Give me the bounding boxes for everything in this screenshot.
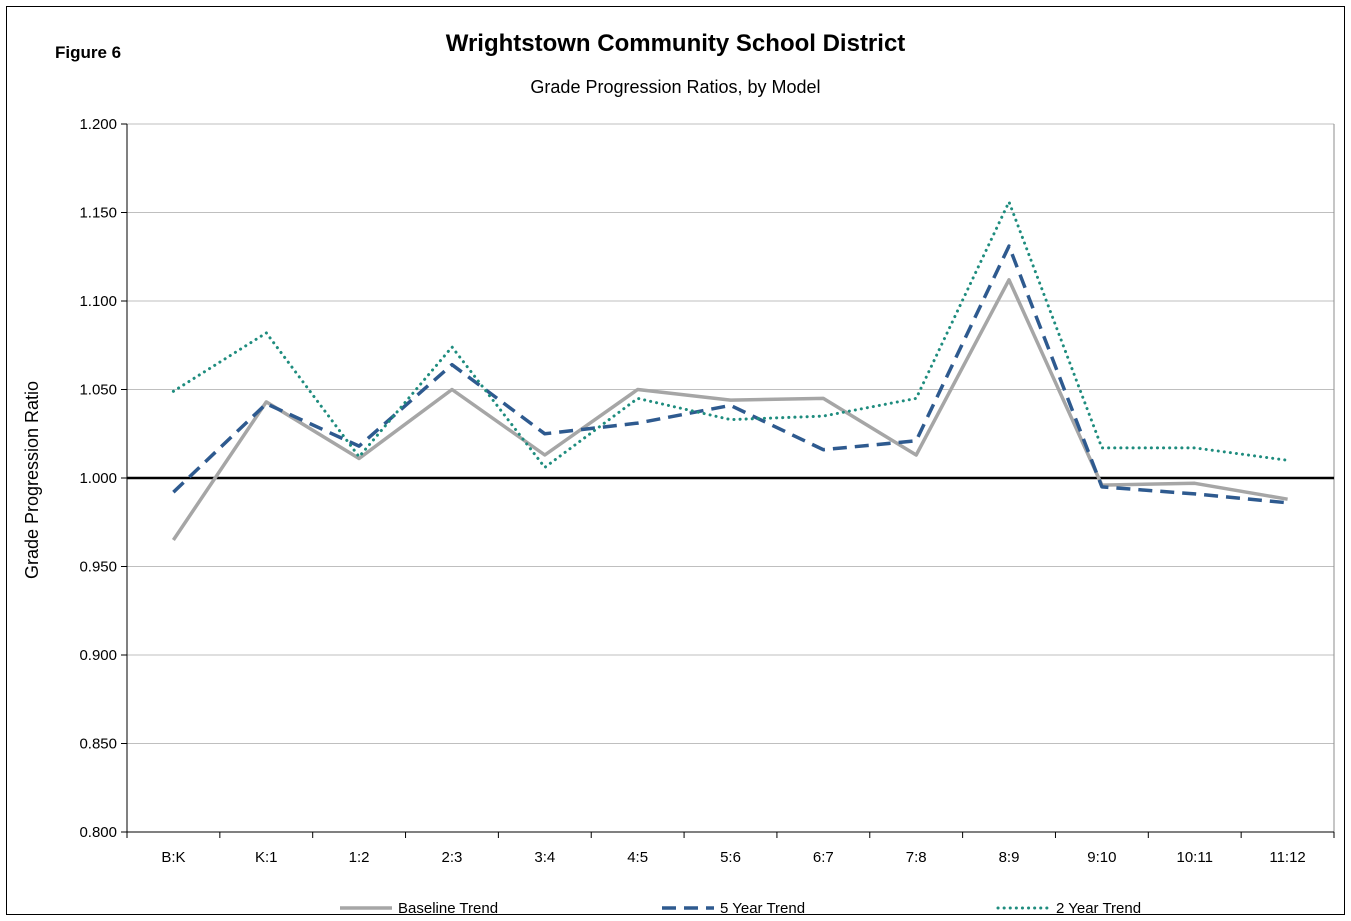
gridlines — [127, 123, 1334, 744]
y-tick-label: 1.100 — [79, 293, 117, 310]
series-line-2-year-trend — [171, 200, 1290, 469]
x-tick-label: 9:10 — [1087, 849, 1116, 866]
x-tick-label: 1:2 — [349, 849, 370, 866]
y-axis-label: Grade Progression Ratio — [22, 381, 42, 579]
x-tick-label: B:K — [161, 849, 185, 866]
series-line-baseline-trend — [171, 278, 1288, 541]
y-tick-label: 1.200 — [79, 116, 117, 133]
x-tick-label: 11:12 — [1269, 849, 1305, 866]
x-tick-label: 8:9 — [999, 849, 1020, 866]
x-tick-label: 7:8 — [906, 849, 927, 866]
chart-subtitle: Grade Progression Ratios, by Model — [530, 77, 821, 97]
legend-label: 5 Year Trend — [720, 900, 805, 917]
y-tick-label: 0.850 — [79, 736, 117, 753]
x-tick-label: 6:7 — [813, 849, 834, 866]
x-tick-label: K:1 — [255, 849, 278, 866]
y-tick-label: 0.800 — [79, 824, 117, 841]
x-tick-label: 5:6 — [720, 849, 741, 866]
axes — [121, 123, 1335, 838]
y-tick-label: 1.000 — [79, 470, 117, 487]
legend-label: Baseline Trend — [398, 900, 498, 917]
x-tick-label: 3:4 — [534, 849, 555, 866]
figure-label: Figure 6 — [55, 43, 122, 62]
y-tick-label: 0.900 — [79, 647, 117, 664]
y-tick-label: 1.050 — [79, 382, 117, 399]
x-tick-labels: B:K K:1 1:2 2:3 3:4 4:5 5:6 6:7 7:8 8:9 9:10 10:11 1… — [161, 849, 1305, 866]
y-tick-labels: 0.800 0.850 0.900 0.950 1.000 1.050 1.100 1.150… — [79, 116, 117, 841]
series-lines — [171, 200, 1290, 541]
x-tick-label: 2:3 — [442, 849, 463, 866]
legend-label: 2 Year Trend — [1056, 900, 1141, 917]
legend: Baseline Trend 5 Year Trend 2 Year Trend — [340, 900, 1141, 917]
series-line-5-year-trend — [172, 244, 1288, 505]
y-tick-label: 0.950 — [79, 559, 117, 576]
x-tick-label: 4:5 — [627, 849, 648, 866]
y-tick-label: 1.150 — [79, 205, 117, 222]
chart-title: Wrightstown Community School District — [445, 30, 906, 57]
chart-frame — [6, 6, 1345, 915]
x-tick-label: 10:11 — [1177, 849, 1213, 866]
